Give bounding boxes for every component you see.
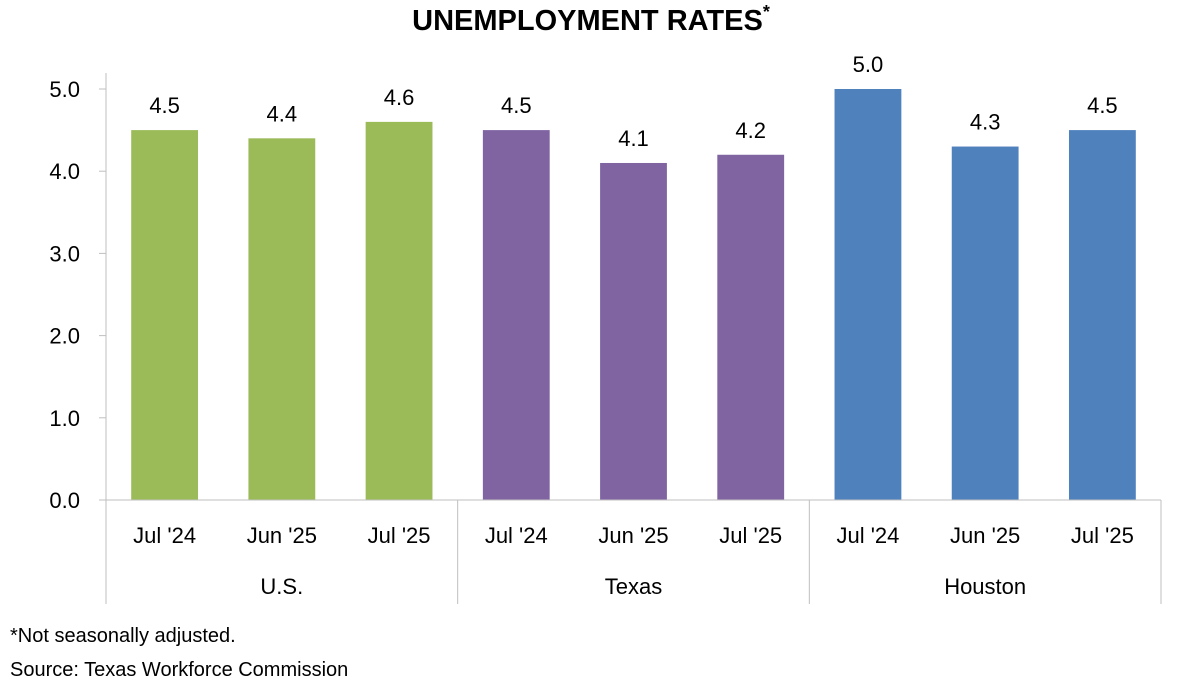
x-category-label: Jul '25 <box>368 523 431 548</box>
bar-houston-0 <box>834 89 902 500</box>
bar-us-0 <box>131 130 199 500</box>
bar-us-2 <box>365 121 433 500</box>
bar-texas-0 <box>482 130 550 500</box>
y-tick-label: 0.0 <box>49 488 80 513</box>
chart-data-labels: 4.5 4.4 4.6 4.5 4.1 4.2 5.0 4.3 4.5 <box>149 52 1117 151</box>
data-label: 4.5 <box>149 93 180 118</box>
x-category-label: Jun '25 <box>247 523 317 548</box>
data-label: 4.6 <box>384 85 415 110</box>
x-category-label: Jul '25 <box>719 523 782 548</box>
y-tick-label: 1.0 <box>49 406 80 431</box>
chart-axes: 0.0 1.0 2.0 3.0 4.0 5.0 <box>49 73 107 513</box>
data-label: 4.5 <box>501 93 532 118</box>
y-tick-label: 2.0 <box>49 324 80 349</box>
data-label: 4.5 <box>1087 93 1118 118</box>
bar-texas-1 <box>600 162 667 501</box>
group-label: Houston <box>944 574 1026 599</box>
chart-title-superscript: * <box>763 2 770 22</box>
data-label: 4.3 <box>970 110 1001 135</box>
chart-title: UNEMPLOYMENT RATES* <box>412 2 770 37</box>
x-category-label: Jul '25 <box>1071 523 1134 548</box>
x-category-label: Jun '25 <box>598 523 668 548</box>
source-note: Source: Texas Workforce Commission <box>10 659 349 681</box>
x-category-label: Jul '24 <box>133 523 196 548</box>
data-label: 5.0 <box>853 52 884 77</box>
chart-bars <box>131 89 1136 501</box>
data-label: 4.4 <box>267 101 298 126</box>
group-label: U.S. <box>260 574 303 599</box>
y-tick-label: 3.0 <box>49 241 80 266</box>
chart-title-text: UNEMPLOYMENT RATES <box>412 5 763 37</box>
x-category-label: Jun '25 <box>950 523 1020 548</box>
y-tick-label: 5.0 <box>49 77 80 102</box>
bar-us-1 <box>248 138 316 500</box>
data-label: 4.2 <box>735 118 766 143</box>
data-label: 4.1 <box>618 126 649 151</box>
bar-texas-2 <box>717 154 785 500</box>
bar-houston-2 <box>1068 130 1136 500</box>
bar-houston-1 <box>951 146 1019 501</box>
chart-x-axis: Jul '24 Jun '25 Jul '25 Jul '24 Jun '25 Jul '… <box>105 499 1162 604</box>
x-category-label: Jul '24 <box>485 523 548 548</box>
x-category-label: Jul '24 <box>836 523 899 548</box>
footnote: *Not seasonally adjusted. <box>10 625 236 647</box>
group-label: Texas <box>605 574 662 599</box>
y-tick-label: 4.0 <box>49 159 80 184</box>
